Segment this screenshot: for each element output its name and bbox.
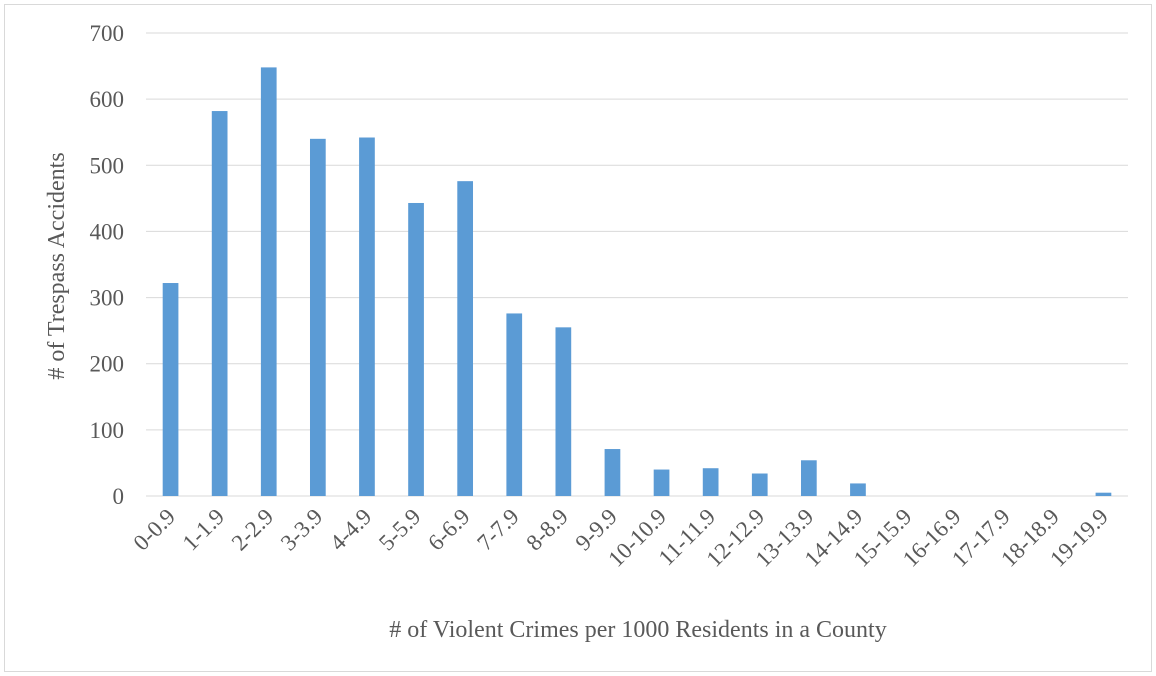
bars (162, 67, 1112, 497)
gridlines (146, 32, 1128, 497)
x-tick-label: 4-4.9 (325, 504, 377, 556)
bar (555, 327, 572, 496)
bar (1095, 492, 1112, 496)
y-tick-label: 300 (90, 286, 125, 311)
bar (457, 181, 474, 496)
bar (653, 469, 670, 496)
x-tick-label: 6-6.9 (423, 504, 475, 556)
x-tick-label: 1-1.9 (178, 504, 230, 556)
y-tick-label: 600 (90, 87, 125, 112)
bar (408, 202, 424, 497)
bar (850, 483, 866, 496)
bar (604, 449, 621, 496)
x-tick-label: 5-5.9 (374, 504, 426, 556)
bar (260, 67, 277, 496)
x-tick-label: 8-8.9 (521, 504, 573, 556)
y-tick-label: 700 (90, 21, 125, 46)
bar (211, 111, 228, 496)
y-tick-labels: 0 100 200 300 400 500 600 700 (90, 21, 125, 509)
bar (751, 473, 768, 496)
chart-frame (4, 4, 1152, 672)
y-tick-label: 200 (90, 352, 125, 377)
x-axis-title: # of Violent Crimes per 1000 Residents i… (389, 617, 886, 643)
bar (506, 313, 523, 496)
y-tick-label: 0 (113, 484, 125, 509)
bar (309, 138, 326, 497)
y-tick-label: 100 (90, 418, 125, 443)
x-tick-label: 3-3.9 (276, 504, 328, 556)
y-tick-label: 500 (90, 153, 125, 178)
x-tick-label: 7-7.9 (472, 504, 524, 556)
bar (800, 460, 817, 496)
bar (702, 468, 719, 496)
x-tick-label: 0-0.9 (129, 504, 181, 556)
x-tick-labels: 0-0.91-1.92-2.93-3.94-4.95-5.96-6.97-7.9… (129, 504, 1113, 572)
y-axis-title: # of Trespass Accidents (44, 152, 70, 379)
y-tick-label: 400 (90, 219, 125, 244)
x-tick-label: 2-2.9 (227, 504, 279, 556)
bar (359, 137, 375, 496)
bar (162, 283, 179, 496)
